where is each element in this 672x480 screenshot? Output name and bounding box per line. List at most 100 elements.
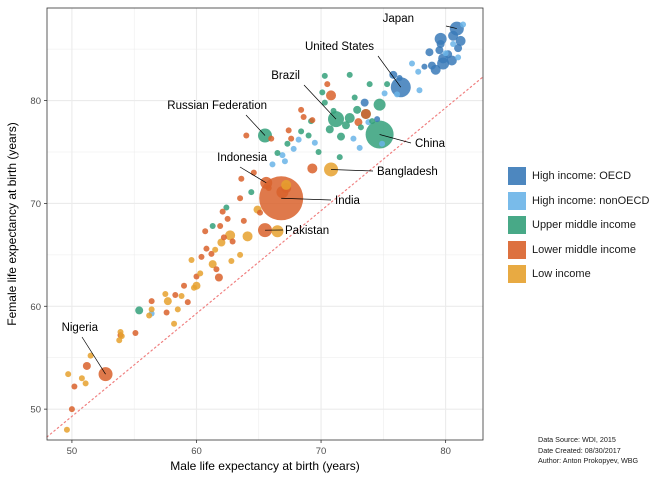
annotation-label: Brazil [271,70,300,82]
legend-item[interactable]: High income: OECD [508,166,668,186]
data-point [325,125,334,134]
data-point [288,135,295,142]
data-point [220,234,227,241]
data-point [326,90,337,101]
data-point [311,139,318,146]
data-points [63,21,467,433]
data-point [354,118,363,127]
data-point [416,87,423,94]
data-point [132,330,139,337]
annotation-leader [303,84,337,120]
data-point [184,299,191,306]
legend-swatch [508,191,526,210]
data-point [279,152,286,159]
annotation-leader [239,166,267,184]
data-point [203,245,210,252]
data-point [202,228,209,235]
data-point [356,144,363,151]
y-tick-label: 70 [30,199,41,210]
data-point [178,293,185,299]
data-point [394,91,401,98]
grid-lines [47,8,483,440]
data-point [341,121,350,130]
data-point [172,291,179,298]
legend-label: Upper middle income [532,219,636,231]
data-point [148,298,155,305]
data-point [450,41,457,47]
legend-swatch [508,265,526,283]
data-point [454,44,463,53]
y-axis: 50 60 70 80 [30,96,47,416]
data-point [257,209,264,216]
annotation-label: Nigeria [62,322,99,334]
data-point [225,230,236,241]
data-point [290,145,297,152]
data-point [373,98,386,111]
data-point [436,40,445,48]
data-point [174,306,181,313]
data-point [285,127,292,134]
data-point [330,107,337,114]
data-point [223,204,230,211]
data-point [208,250,215,257]
data-point [295,136,302,143]
annotation-layer: Japan United States Brazil Russian Federati… [62,13,457,375]
data-point [274,150,281,157]
data-point [346,71,353,78]
data-point [284,140,291,147]
x-axis-label: Male life expectancy at birth (years) [170,459,359,473]
data-point [135,306,144,315]
legend-item[interactable]: Low income [508,264,668,284]
legend-label: Lower middle income [532,243,636,256]
data-point [265,185,272,191]
data-point [146,312,153,319]
legend-item[interactable]: Lower middle income [508,240,668,260]
data-point [228,258,235,265]
data-point [366,81,373,88]
data-point [237,195,244,202]
data-point [298,106,305,113]
legend-item[interactable]: High income: nonOECD [508,191,668,211]
legend-label: High income: OECD [532,170,632,182]
data-point [238,175,245,182]
data-point [243,132,250,139]
data-point [148,306,155,313]
annotation-label: Russian Federation [167,100,267,112]
y-tick-label: 80 [30,96,41,107]
data-point [353,105,362,114]
data-point [300,114,307,121]
data-point [248,189,255,196]
y-tick-label: 50 [30,405,41,416]
data-point [87,352,94,359]
data-point [208,260,217,269]
data-point [78,375,85,382]
data-point [307,163,318,174]
annotation-leader [377,55,402,88]
data-point [408,60,415,67]
data-point [198,253,205,260]
annotation-label: Indonesia [217,152,267,164]
data-point [379,140,386,147]
data-point [442,50,449,57]
legend-swatch [508,240,526,259]
annotation-label: United States [305,41,374,53]
data-point [214,273,223,282]
data-point [381,90,388,97]
annotation-leader [379,134,412,144]
data-point [224,215,231,222]
data-point [384,81,391,88]
annotation-label: Bangladesh [377,166,438,178]
data-point [229,238,236,245]
legend-item[interactable]: Upper middle income [508,215,668,235]
data-point [118,333,125,340]
y-tick-label: 60 [30,302,41,313]
data-point [237,251,244,258]
annotation-label: China [415,138,446,150]
data-point [389,70,398,79]
y-axis-label: Female life expectancy at birth (years) [5,122,19,325]
data-point [181,282,188,289]
data-point [336,154,343,161]
data-point [269,161,276,168]
x-tick-label: 50 [67,446,78,457]
